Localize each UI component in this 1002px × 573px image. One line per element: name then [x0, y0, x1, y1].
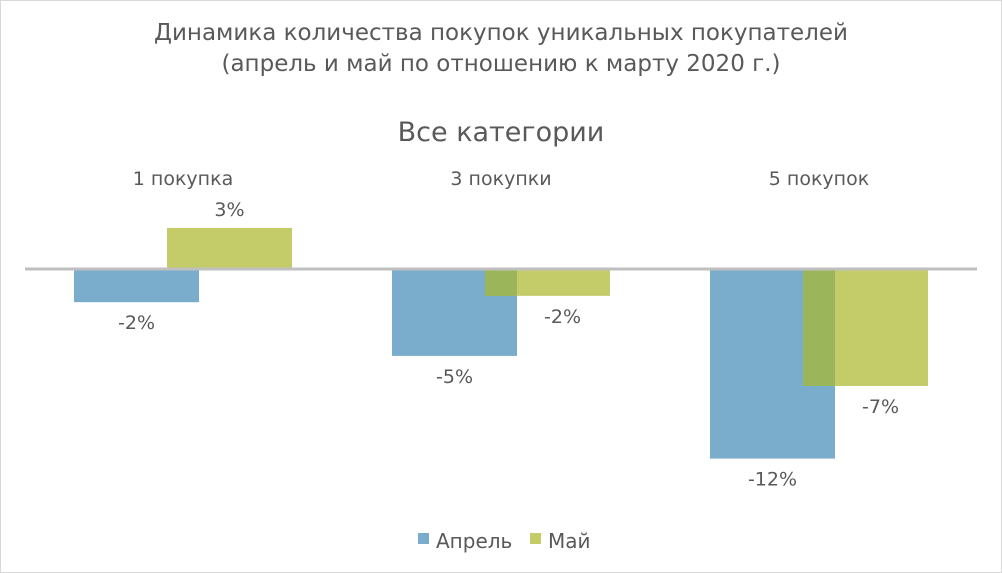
- bar-overlap: [803, 269, 835, 386]
- data-label: -2%: [544, 306, 581, 328]
- legend: Апрель Май: [418, 529, 591, 553]
- category-label: 5 покупок: [769, 168, 869, 190]
- category-label: 1 покупка: [133, 168, 233, 190]
- legend-swatch-may: [530, 533, 541, 544]
- legend-swatch-april: [418, 533, 429, 544]
- data-label: -7%: [862, 396, 899, 418]
- section-title: Все категории: [398, 117, 605, 148]
- data-label: -5%: [436, 366, 473, 388]
- chart-subtitle: (апрель и май по отношению к марту 2020 …: [221, 51, 780, 77]
- bar-overlap: [485, 269, 517, 296]
- bar-may: [167, 227, 292, 269]
- category-label: 3 покупки: [450, 168, 551, 190]
- data-label: -12%: [748, 469, 797, 491]
- chart-title: Динамика количества покупок уникальных п…: [154, 20, 848, 46]
- legend-label-april: Апрель: [436, 529, 512, 553]
- bar-april: [74, 269, 199, 303]
- data-label: 3%: [214, 199, 244, 221]
- data-label: -2%: [118, 312, 155, 334]
- legend-label-may: Май: [548, 529, 591, 553]
